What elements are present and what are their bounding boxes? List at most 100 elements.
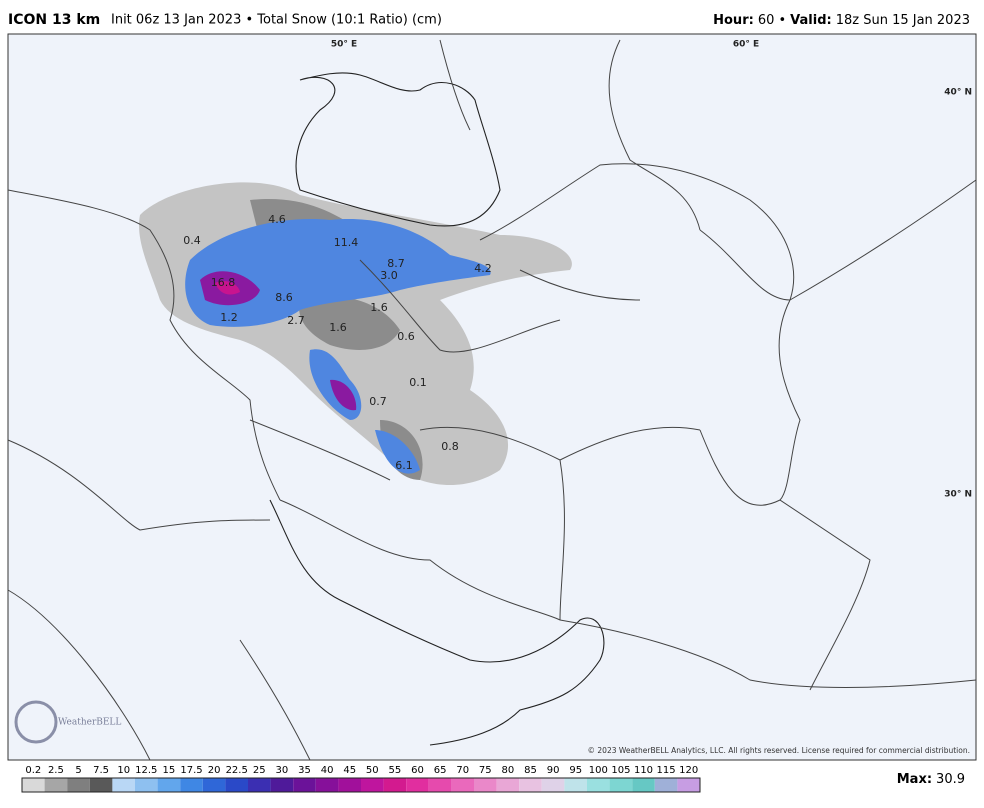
colorbar-label: 100 [589,765,608,776]
grid-label: 30° N [944,490,972,500]
colorbar-swatch [22,778,45,792]
colorbar-label: 70 [456,765,469,776]
snow-label: 0.8 [441,440,459,453]
colorbar-swatch [361,778,384,792]
map: 50° E 60° E 40° N 30° N 0.4 4.6 11.4 8.73.0… [7,33,977,761]
colorbar-label: 12.5 [135,765,157,776]
colorbar-swatch [564,778,587,792]
colorbar-swatch [677,778,700,792]
snow-label: 6.1 [395,459,413,472]
country-borders [7,39,977,761]
colorbar-swatch [609,778,633,792]
colorbar: 0.2 2.5 5 7.5 10 12.5 15 17.5 20 22.5 25 30 35 40 45 50… [21,765,701,793]
max-value: 30.9 [936,772,965,787]
snow-label: 4.6 [268,213,286,226]
snow-label: 0.6 [397,330,415,343]
run-description: Init 06z 13 Jan 2023 • Total Snow (10:1 … [111,13,442,28]
colorbar-swatch [315,778,339,792]
colorbar-swatch [180,778,203,792]
snow-label: 4.2 [474,262,492,275]
colorbar-swatch [632,778,655,792]
snow-label: 16.8 [211,276,236,289]
hour: 60 • [758,13,786,28]
snow-peak [215,281,240,295]
colorbar-label: 0.2 [25,765,41,776]
colorbar-label: 17.5 [180,765,202,776]
colorbar-swatch [44,778,68,792]
colorbar-swatch [202,778,226,792]
colorbar-swatch [112,778,135,792]
grid-label: 60° E [733,40,759,50]
colorbar-swatch [541,778,565,792]
colorbar-swatch [225,778,248,792]
colorbar-label: 45 [343,765,356,776]
grid-label: 40° N [944,88,972,98]
colorbar-swatch [428,778,452,792]
colorbar-label: 40 [321,765,334,776]
snow-label: 0.7 [369,395,387,408]
colorbar-label: 7.5 [93,765,109,776]
colorbar-swatch [474,778,497,792]
colorbar-label: 110 [634,765,653,776]
colorbar-label: 80 [502,765,515,776]
max-label: Max: [897,772,932,787]
colorbar-label: 85 [524,765,537,776]
colorbar-label: 22.5 [226,765,248,776]
colorbar-swatch [383,778,407,792]
colorbar-label: 2.5 [48,765,64,776]
colorbar-swatch [270,778,294,792]
snow-label: 1.6 [370,301,388,314]
colorbar-label: 20 [208,765,221,776]
snow-label: 11.4 [334,236,359,249]
colorbar-swatch [67,778,90,792]
colorbar-swatch [293,778,316,792]
colorbar-label: 105 [611,765,630,776]
logo-swirl [14,700,58,744]
snow-moderate [250,199,423,480]
snow-label: 2.7 [287,314,305,327]
valid-label: Valid: [790,13,832,28]
colorbar-label: 35 [298,765,311,776]
valid: 18z Sun 15 Jan 2023 [836,13,970,28]
colorbar-label: 25 [253,765,266,776]
colorbar-label: 50 [366,765,379,776]
colorbar-swatch [338,778,361,792]
colorbar-swatch [89,778,113,792]
hour-label: Hour: [713,13,754,28]
colorbar-swatch [496,778,520,792]
model-name: ICON 13 km [8,12,100,28]
borders [7,39,977,761]
colorbar-swatch [519,778,542,792]
snow-label: 8.6 [275,291,293,304]
colorbar-swatch [157,778,181,792]
snow-labels: 0.4 4.6 11.4 8.73.0 4.2 16.8 8.6 1.2 2.7 1.6 1.6 0.… [183,213,492,472]
snow-label: 1.2 [220,311,238,324]
colorbar-swatch [135,778,158,792]
snow-max [200,271,357,411]
colorbar-label: 95 [569,765,582,776]
colorbar-label: 75 [479,765,492,776]
snow-label: 0.4 [183,234,201,247]
colorbar-label: 15 [163,765,176,776]
colorbar-label: 5 [75,765,81,776]
copyright: © 2023 WeatherBELL Analytics, LLC. All r… [588,746,970,755]
colorbar-label: 55 [389,765,402,776]
snow-label: 1.6 [329,321,347,334]
gulf-coast [269,499,605,746]
colorbar-swatch [654,778,678,792]
valid-time: Hour: 60 • Valid: 18z Sun 15 Jan 2023 [713,13,970,28]
snow-label: 0.1 [409,376,427,389]
colorbar-frame [21,777,701,793]
colorbar-swatch [406,778,429,792]
colorbar-swatch [248,778,271,792]
colorbar-swatch [587,778,610,792]
caspian-coast [295,72,501,227]
snow-heavy [185,219,491,474]
colorbar-label: 30 [276,765,289,776]
grid-label: 50° E [331,40,357,50]
colorbar-label: 120 [679,765,698,776]
colorbar-label: 10 [117,765,130,776]
colorbar-label: 115 [657,765,676,776]
colorbar-label: 65 [434,765,447,776]
